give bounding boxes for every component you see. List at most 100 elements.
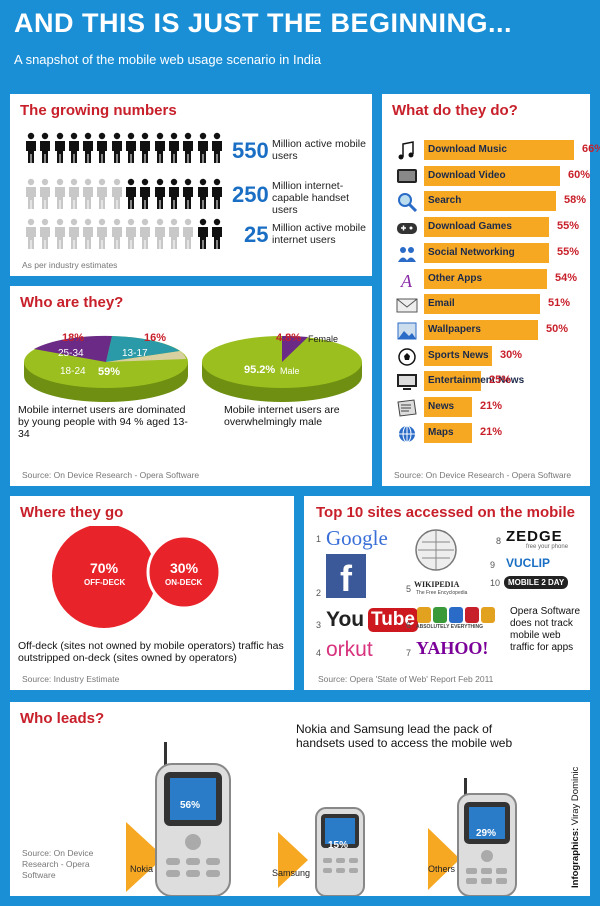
- activity-bar: [424, 345, 492, 366]
- others-phone-icon: [457, 778, 517, 896]
- person-icon: [138, 178, 152, 210]
- activity-row: Download Video 60%: [382, 165, 590, 188]
- activity-row: Entertainment News 25%: [382, 371, 590, 393]
- activity-value: 51%: [548, 297, 571, 310]
- activity-label: Maps: [428, 426, 454, 438]
- gender-pie-chart: [202, 335, 362, 402]
- newspaper-icon: [397, 399, 417, 417]
- person-icon: [95, 218, 109, 250]
- rank-3: 3: [316, 620, 322, 630]
- gender-label-female: Female: [308, 334, 339, 344]
- activity-label: Wallpapers: [428, 323, 481, 335]
- person-icon: [24, 178, 38, 210]
- activity-row: A Other Apps 54%: [382, 268, 590, 291]
- activity-label: Other Apps: [428, 272, 483, 284]
- letter-a-icon: A: [400, 271, 413, 290]
- activity-value: 25%: [489, 374, 512, 387]
- activity-bar: [424, 371, 481, 392]
- activity-bar: [424, 242, 549, 263]
- svg-text:A: A: [400, 271, 413, 290]
- credit-label: Infographics:: [570, 827, 581, 888]
- person-icon: [124, 218, 138, 250]
- activity-row: Download Music 66%: [382, 140, 600, 162]
- person-icon: [110, 132, 124, 164]
- who-leads-title: Who leads?: [20, 710, 105, 727]
- person-icon: [167, 178, 181, 210]
- person-icon: [210, 178, 224, 210]
- arrow-icon: [278, 832, 308, 888]
- age-label-18-24: 18-24: [60, 366, 86, 377]
- number-25: 25: [244, 222, 269, 247]
- age-label-16pct: 16%: [144, 332, 167, 344]
- person-icon: [81, 218, 95, 250]
- activity-label: Entertainment News: [428, 375, 525, 387]
- where-they-go-title: Where they go: [20, 504, 124, 521]
- gamepad-icon: [397, 223, 417, 235]
- people-row-3: [24, 218, 224, 250]
- who-leads-headline: Nokia and Samsung lead the pack of hands…: [296, 722, 513, 750]
- activity-row: Wallpapers 50%: [382, 319, 590, 342]
- getjar-tagline: ABSOLUTELY EVERYTHING: [416, 624, 484, 630]
- people-row-1: [24, 132, 224, 164]
- header-title: AND THIS IS JUST THE BEGINNING...: [14, 8, 513, 38]
- number-25-text: Million active mobile internet users: [272, 222, 366, 246]
- wallpaper-icon: [397, 322, 417, 340]
- rank-8: 8: [496, 536, 502, 546]
- person-icon: [153, 218, 167, 250]
- activity-label: Search: [428, 195, 462, 207]
- on-deck-label: ON-DECK: [165, 578, 203, 587]
- who-leads-source: Source: On Device Research - Opera Softw…: [22, 848, 94, 880]
- growing-numbers-note: As per industry estimates: [22, 260, 118, 270]
- nokia-label: Nokia: [130, 864, 154, 874]
- person-icon: [181, 132, 195, 164]
- person-icon: [167, 218, 181, 250]
- envelope-icon: [396, 298, 418, 313]
- activity-row: Search 58%: [382, 191, 590, 213]
- activity-row: Social Networking 55%: [382, 242, 590, 265]
- who-leads-panel: Who leads? Nokia and Samsung lead the pa…: [10, 702, 590, 896]
- activity-bar: [424, 422, 472, 443]
- what-do-they-do-title: What do they do?: [392, 102, 518, 119]
- person-icon: [138, 218, 152, 250]
- wikipedia-tagline: The Free Encyclopedia: [416, 590, 468, 596]
- activity-bar: [424, 165, 560, 186]
- activity-bar: [424, 397, 472, 417]
- nokia-phone-icon: [155, 742, 231, 896]
- who-source: Source: On Device Research - Opera Softw…: [22, 470, 200, 480]
- person-icon: [210, 218, 224, 250]
- off-deck-pct: 70%: [90, 560, 119, 576]
- person-icon: [110, 218, 124, 250]
- person-icon: [181, 218, 195, 250]
- person-icon: [38, 218, 52, 250]
- rank-4: 4: [316, 648, 322, 658]
- person-icon: [67, 178, 81, 210]
- top10-panel: Top 10 sites accessed on the mobile 1 Go…: [304, 496, 590, 690]
- person-icon: [124, 132, 138, 164]
- person-icon: [95, 178, 109, 210]
- person-icon: [53, 132, 67, 164]
- credit: Infographics: Viray Dominic: [570, 767, 581, 888]
- who-are-they-panel: Who are they? 18% 16% 25-34 13-17 18-24 …: [10, 286, 372, 486]
- person-icon: [124, 178, 138, 210]
- person-icon: [138, 132, 152, 164]
- samsung-phone-icon: [315, 807, 365, 896]
- person-icon: [67, 132, 81, 164]
- music-note-icon: [398, 141, 414, 160]
- person-icon: [153, 132, 167, 164]
- google-logo: Google: [326, 526, 388, 550]
- person-icon: [81, 178, 95, 210]
- activity-value: 66%: [582, 143, 600, 155]
- person-icon: [167, 132, 181, 164]
- person-icon: [67, 218, 81, 250]
- activity-bar: [424, 217, 549, 238]
- activity-label: Sports News: [428, 349, 489, 361]
- person-icon: [181, 178, 195, 210]
- growing-numbers-panel: The growing numbers 550 Million active m…: [10, 94, 372, 276]
- rank-9: 9: [490, 560, 496, 570]
- globe-icon: [399, 425, 415, 443]
- people-icon: [398, 246, 416, 262]
- activity-label: Email: [428, 298, 455, 310]
- gender-label-female-pct: 4.8%: [276, 332, 302, 344]
- activity-label: Download Video: [428, 169, 506, 181]
